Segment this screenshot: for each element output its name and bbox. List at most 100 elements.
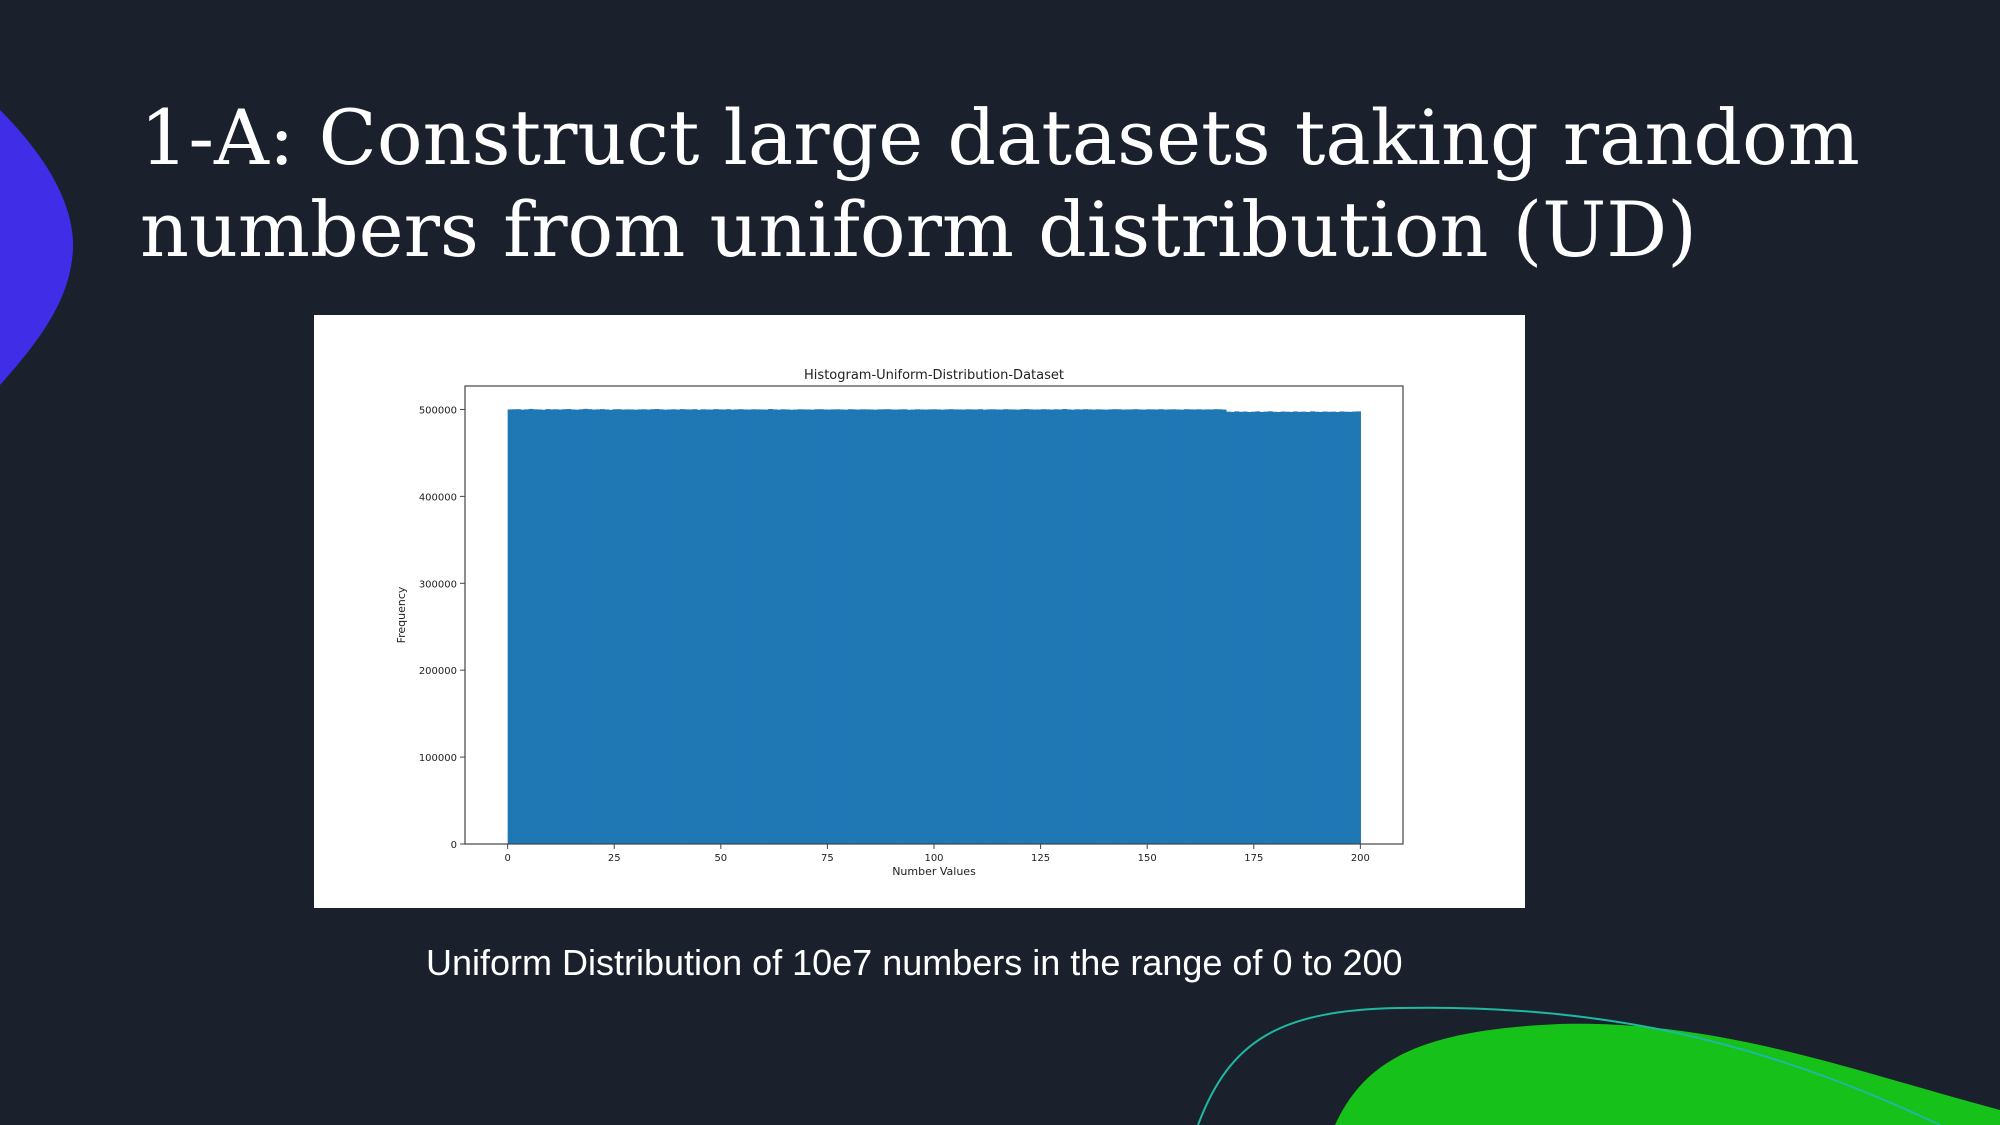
histogram-bar <box>1196 409 1202 844</box>
left-blob-shape <box>0 110 74 385</box>
histogram-bar <box>1225 411 1231 844</box>
histogram-bar <box>776 409 782 844</box>
histogram-bar <box>818 409 824 844</box>
histogram-bar <box>616 409 622 844</box>
x-tick-label: 100 <box>924 853 943 864</box>
histogram-bar <box>658 409 664 844</box>
histogram-bar <box>1003 409 1009 844</box>
histogram-svg: 0 25 50 75 100 125 150 175 200 0 100000 200000 30000… <box>395 368 1404 878</box>
slide-title: 1-A: Construct large datasets taking ran… <box>140 93 1860 274</box>
histogram-bar <box>1209 409 1214 844</box>
histogram-bar <box>952 409 958 844</box>
histogram-bar <box>562 409 568 844</box>
histogram-bar <box>738 409 744 844</box>
histogram-bar <box>1078 409 1084 844</box>
histogram-bar <box>1288 411 1294 844</box>
histogram-bar <box>957 409 962 844</box>
histogram-bar <box>986 409 992 844</box>
histogram-bar <box>969 409 975 844</box>
histogram-bar <box>826 409 832 844</box>
histogram-bar <box>507 409 513 844</box>
histogram-bar <box>940 409 946 844</box>
histogram-bar <box>831 409 836 844</box>
histogram-bar <box>1108 409 1114 844</box>
histogram-bar <box>873 409 878 844</box>
x-tick-label: 200 <box>1351 853 1370 864</box>
histogram-bar <box>696 409 702 844</box>
histogram-bar <box>1297 411 1303 844</box>
histogram-bar <box>1074 409 1080 844</box>
histogram-bar <box>1221 409 1227 844</box>
histogram-bar <box>843 409 849 844</box>
histogram-bar <box>1351 411 1357 844</box>
histogram-bar <box>1314 411 1319 844</box>
histogram-bar <box>814 409 820 844</box>
histogram-bar <box>1335 411 1340 844</box>
histogram-bar <box>747 409 752 844</box>
histogram-bar <box>1020 409 1025 844</box>
histogram-bar <box>789 409 794 844</box>
histogram-bar <box>1129 409 1135 844</box>
histogram-bar <box>608 409 614 844</box>
histogram-bar <box>1301 411 1307 844</box>
histogram-bar <box>1255 411 1261 844</box>
histogram-bar <box>1133 409 1139 844</box>
histogram-bar <box>1326 411 1332 844</box>
histogram-bar <box>1238 411 1244 844</box>
histogram-bar <box>532 409 538 844</box>
y-tick-label: 100000 <box>419 753 457 764</box>
histogram-bar <box>948 409 954 844</box>
histogram-bar <box>604 409 610 844</box>
histogram-bar <box>1293 411 1298 844</box>
histogram-bar <box>906 409 912 844</box>
histogram-bar <box>822 409 828 844</box>
histogram-bar <box>915 409 920 844</box>
histogram-bar <box>625 409 631 844</box>
histogram-bar <box>1011 409 1017 844</box>
histogram-bar <box>1062 409 1067 844</box>
histogram-bar <box>675 409 681 844</box>
histogram-bar <box>1120 409 1126 844</box>
histogram-bar <box>1339 411 1345 844</box>
histogram-bar <box>1200 409 1206 844</box>
histogram-bar <box>553 409 559 844</box>
histogram-bar <box>1179 409 1185 844</box>
histogram-bar <box>516 409 521 844</box>
histogram-bar <box>612 409 618 844</box>
histogram-bar <box>994 409 1000 844</box>
histogram-bar <box>570 409 576 844</box>
histogram-bar <box>927 409 933 844</box>
histogram-bar <box>1091 409 1097 844</box>
x-tick-label: 175 <box>1244 853 1263 864</box>
histogram-bar <box>1116 409 1122 844</box>
histogram-bar <box>637 409 643 844</box>
histogram-bar <box>1032 409 1038 844</box>
histogram-bar <box>595 409 601 844</box>
histogram-bar <box>856 409 862 844</box>
histogram-chart: 0 25 50 75 100 125 150 175 200 0 100000 200000 30000… <box>314 315 1525 908</box>
histogram-bar <box>1280 411 1286 844</box>
histogram-bar <box>1272 411 1277 844</box>
histogram-bar <box>541 409 547 844</box>
histogram-bar <box>763 409 769 844</box>
histogram-bar <box>549 409 555 844</box>
histogram-bar <box>784 409 790 844</box>
histogram-bar <box>1242 411 1248 844</box>
histogram-bar <box>868 409 874 844</box>
histogram-bar <box>881 409 887 844</box>
histogram-bar <box>1234 411 1240 844</box>
histogram-bar <box>919 409 925 844</box>
histogram-bar <box>1141 409 1147 844</box>
histogram-bar <box>1095 409 1101 844</box>
y-tick-label: 400000 <box>419 492 457 503</box>
histogram-bar <box>944 409 950 844</box>
histogram-bar <box>629 409 635 844</box>
histogram-bar <box>965 409 971 844</box>
histogram-bar <box>885 409 891 844</box>
histogram-bar <box>1246 411 1252 844</box>
y-tick-label: 500000 <box>419 405 457 416</box>
histogram-bar <box>1213 409 1219 844</box>
histogram-bar <box>1015 409 1021 844</box>
histogram-bar <box>990 409 996 844</box>
